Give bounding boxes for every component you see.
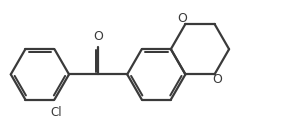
Text: O: O [178,12,187,25]
Text: O: O [213,73,223,86]
Text: O: O [93,30,103,43]
Text: Cl: Cl [50,106,62,119]
